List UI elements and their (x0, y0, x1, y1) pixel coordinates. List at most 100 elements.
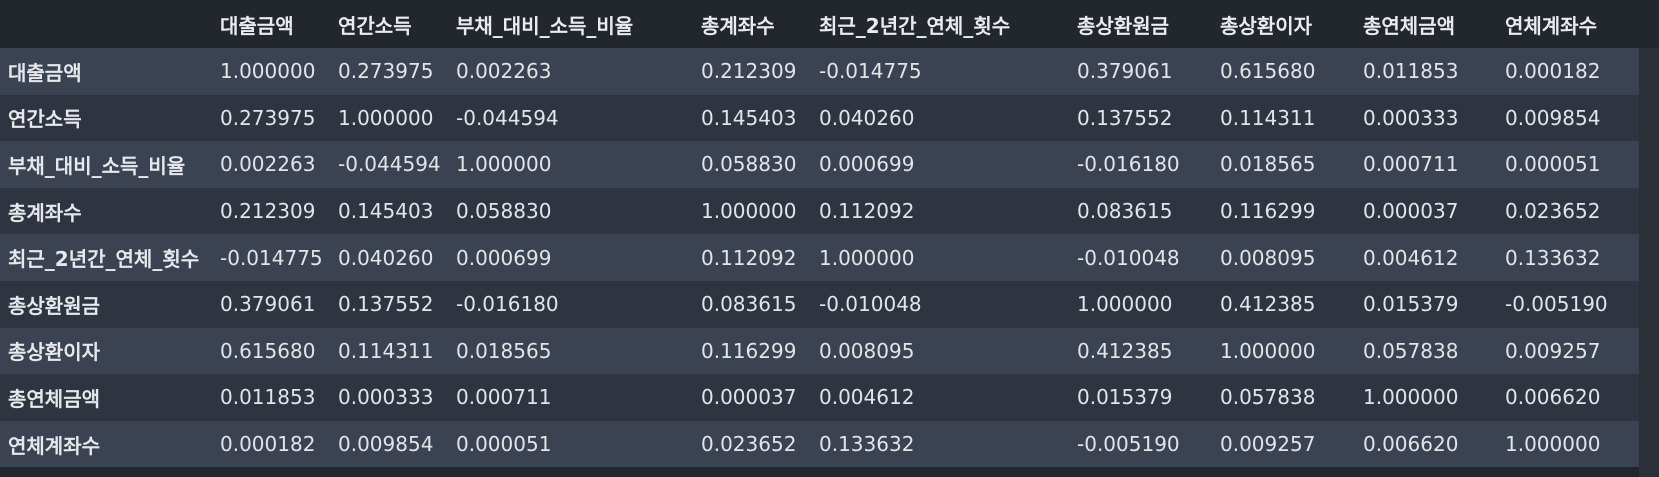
table-cell: 0.015379 (1363, 292, 1459, 317)
table-cell: -0.014775 (819, 59, 922, 84)
table-cell: -0.044594 (338, 152, 441, 177)
table-cell: 0.040260 (819, 105, 915, 130)
table-cell: 0.412385 (1220, 292, 1316, 317)
table-cell: 0.000699 (456, 245, 552, 270)
table-cell: 1.000000 (1220, 338, 1316, 363)
table-row: 연간소득 0.273975 1.000000 -0.044594 0.145403 0.0… (0, 94, 1639, 142)
table-row: 총상환원금 0.379061 0.137552 -0.016180 0.083615 -0… (0, 280, 1639, 328)
table-cell: 0.116299 (1220, 199, 1316, 224)
table-body: 대출금액 1.000000 0.273975 0.002263 0.212309 -0.0… (0, 48, 1639, 468)
table-cell: -0.005190 (1077, 432, 1180, 457)
table-row: 총연체금액 0.011853 0.000333 0.000711 0.000037 0.0… (0, 374, 1639, 421)
table-cell: 0.615680 (220, 338, 316, 363)
column-header: 최근_2년간_연체_횟수 (819, 13, 1011, 38)
table-cell: 0.145403 (338, 199, 434, 224)
row-label: 총상환이자 (8, 340, 100, 365)
table-cell: 1.000000 (456, 152, 552, 177)
table-cell: 0.040260 (338, 245, 434, 270)
row-label: 연간소득 (8, 107, 82, 132)
column-header: 연간소득 (338, 13, 412, 38)
column-header: 총계좌수 (701, 13, 775, 38)
table-cell: 0.004612 (819, 385, 915, 410)
row-label: 연체계좌수 (8, 433, 100, 458)
table-cell: 0.002263 (456, 59, 552, 84)
table-cell: 0.114311 (1220, 105, 1316, 130)
row-label: 최근_2년간_연체_횟수 (8, 247, 200, 272)
table-cell: 1.000000 (220, 59, 316, 84)
table-cell: 0.018565 (1220, 152, 1316, 177)
table-cell: 0.000051 (456, 432, 552, 457)
table-cell: 1.000000 (338, 105, 434, 130)
table-cell: 0.002263 (220, 152, 316, 177)
table-cell: 0.212309 (220, 199, 316, 224)
table-row: 총상환이자 0.615680 0.114311 0.018565 0.116299 0.0… (0, 327, 1639, 375)
table-cell: 0.000051 (1505, 152, 1601, 177)
table-cell: 0.114311 (338, 338, 434, 363)
table-cell: 0.009257 (1505, 338, 1601, 363)
table-cell: -0.016180 (456, 292, 559, 317)
column-header: 총상환원금 (1077, 13, 1169, 38)
header-row: 대출금액 연간소득 부채_대비_소득_비율 총계좌수 최근_2년간_연체_횟수 총상환원금… (0, 0, 1639, 48)
table-cell: 0.112092 (819, 199, 915, 224)
table-cell: 1.000000 (701, 199, 797, 224)
table-cell: 0.000333 (1363, 105, 1459, 130)
table-cell: 0.615680 (1220, 59, 1316, 84)
table-cell: 0.000711 (1363, 152, 1459, 177)
table-cell: -0.005190 (1505, 292, 1608, 317)
table-cell: 0.083615 (701, 292, 797, 317)
table-cell: 0.058830 (456, 199, 552, 224)
table-cell: 0.057838 (1363, 338, 1459, 363)
table-cell: 0.008095 (819, 338, 915, 363)
table-cell: 0.212309 (701, 59, 797, 84)
row-label: 대출금액 (8, 60, 82, 85)
table-cell: -0.016180 (1077, 152, 1180, 177)
table-cell: 0.008095 (1220, 245, 1316, 270)
table-cell: 0.000037 (1363, 199, 1459, 224)
table-cell: 0.379061 (220, 292, 316, 317)
table-cell: 0.379061 (1077, 59, 1173, 84)
table-cell: -0.010048 (819, 292, 922, 317)
table-cell: 0.412385 (1077, 338, 1173, 363)
table-cell: -0.010048 (1077, 245, 1180, 270)
row-label: 부채_대비_소득_비율 (8, 153, 186, 178)
table-cell: 0.273975 (220, 105, 316, 130)
table-cell: 0.023652 (701, 432, 797, 457)
table-cell: 0.018565 (456, 338, 552, 363)
table-cell: 0.083615 (1077, 199, 1173, 224)
table-cell: 0.000699 (819, 152, 915, 177)
table-cell: 0.006620 (1363, 432, 1459, 457)
table-cell: 0.009854 (1505, 105, 1601, 130)
table-cell: 1.000000 (1363, 385, 1459, 410)
table-cell: 0.273975 (338, 59, 434, 84)
table-cell: 1.000000 (819, 245, 915, 270)
table-cell: 0.137552 (1077, 105, 1173, 130)
table-row: 총계좌수 0.212309 0.145403 0.058830 1.000000 0.11… (0, 187, 1639, 235)
table-header: 대출금액 연간소득 부채_대비_소득_비율 총계좌수 최근_2년간_연체_횟수 총상환원금… (0, 0, 1639, 48)
table-cell: 0.057838 (1220, 385, 1316, 410)
scroll-gutter (1639, 48, 1659, 477)
table-cell: 0.004612 (1363, 245, 1459, 270)
table-cell: 0.000182 (220, 432, 316, 457)
column-header: 연체계좌수 (1505, 13, 1597, 38)
table-cell: 1.000000 (1505, 432, 1601, 457)
table-cell: 0.009257 (1220, 432, 1316, 457)
table-cell: 0.006620 (1505, 385, 1601, 410)
table-cell: 0.000182 (1505, 59, 1601, 84)
table-cell: -0.014775 (220, 245, 323, 270)
table-row: 대출금액 1.000000 0.273975 0.002263 0.212309 -0.0… (0, 48, 1639, 95)
table-row: 연체계좌수 0.000182 0.009854 0.000051 0.023652 0.1… (0, 420, 1639, 468)
table-cell: 0.133632 (819, 432, 915, 457)
row-label: 총상환원금 (8, 293, 100, 318)
table-cell: 0.145403 (701, 105, 797, 130)
table-cell: 0.112092 (701, 245, 797, 270)
corner-cell (0, 0, 212, 48)
table-row: 최근_2년간_연체_횟수 -0.014775 0.040260 0.000699 0.1… (0, 234, 1639, 281)
column-header: 대출금액 (220, 13, 294, 38)
column-header: 총상환이자 (1220, 13, 1312, 38)
column-header: 총연체금액 (1363, 13, 1455, 38)
correlation-table: 대출금액 연간소득 부채_대비_소득_비율 총계좌수 최근_2년간_연체_횟수 총상환원금… (0, 0, 1639, 468)
table-cell: 0.000037 (701, 385, 797, 410)
table-cell: 0.058830 (701, 152, 797, 177)
table-cell: 0.133632 (1505, 245, 1601, 270)
